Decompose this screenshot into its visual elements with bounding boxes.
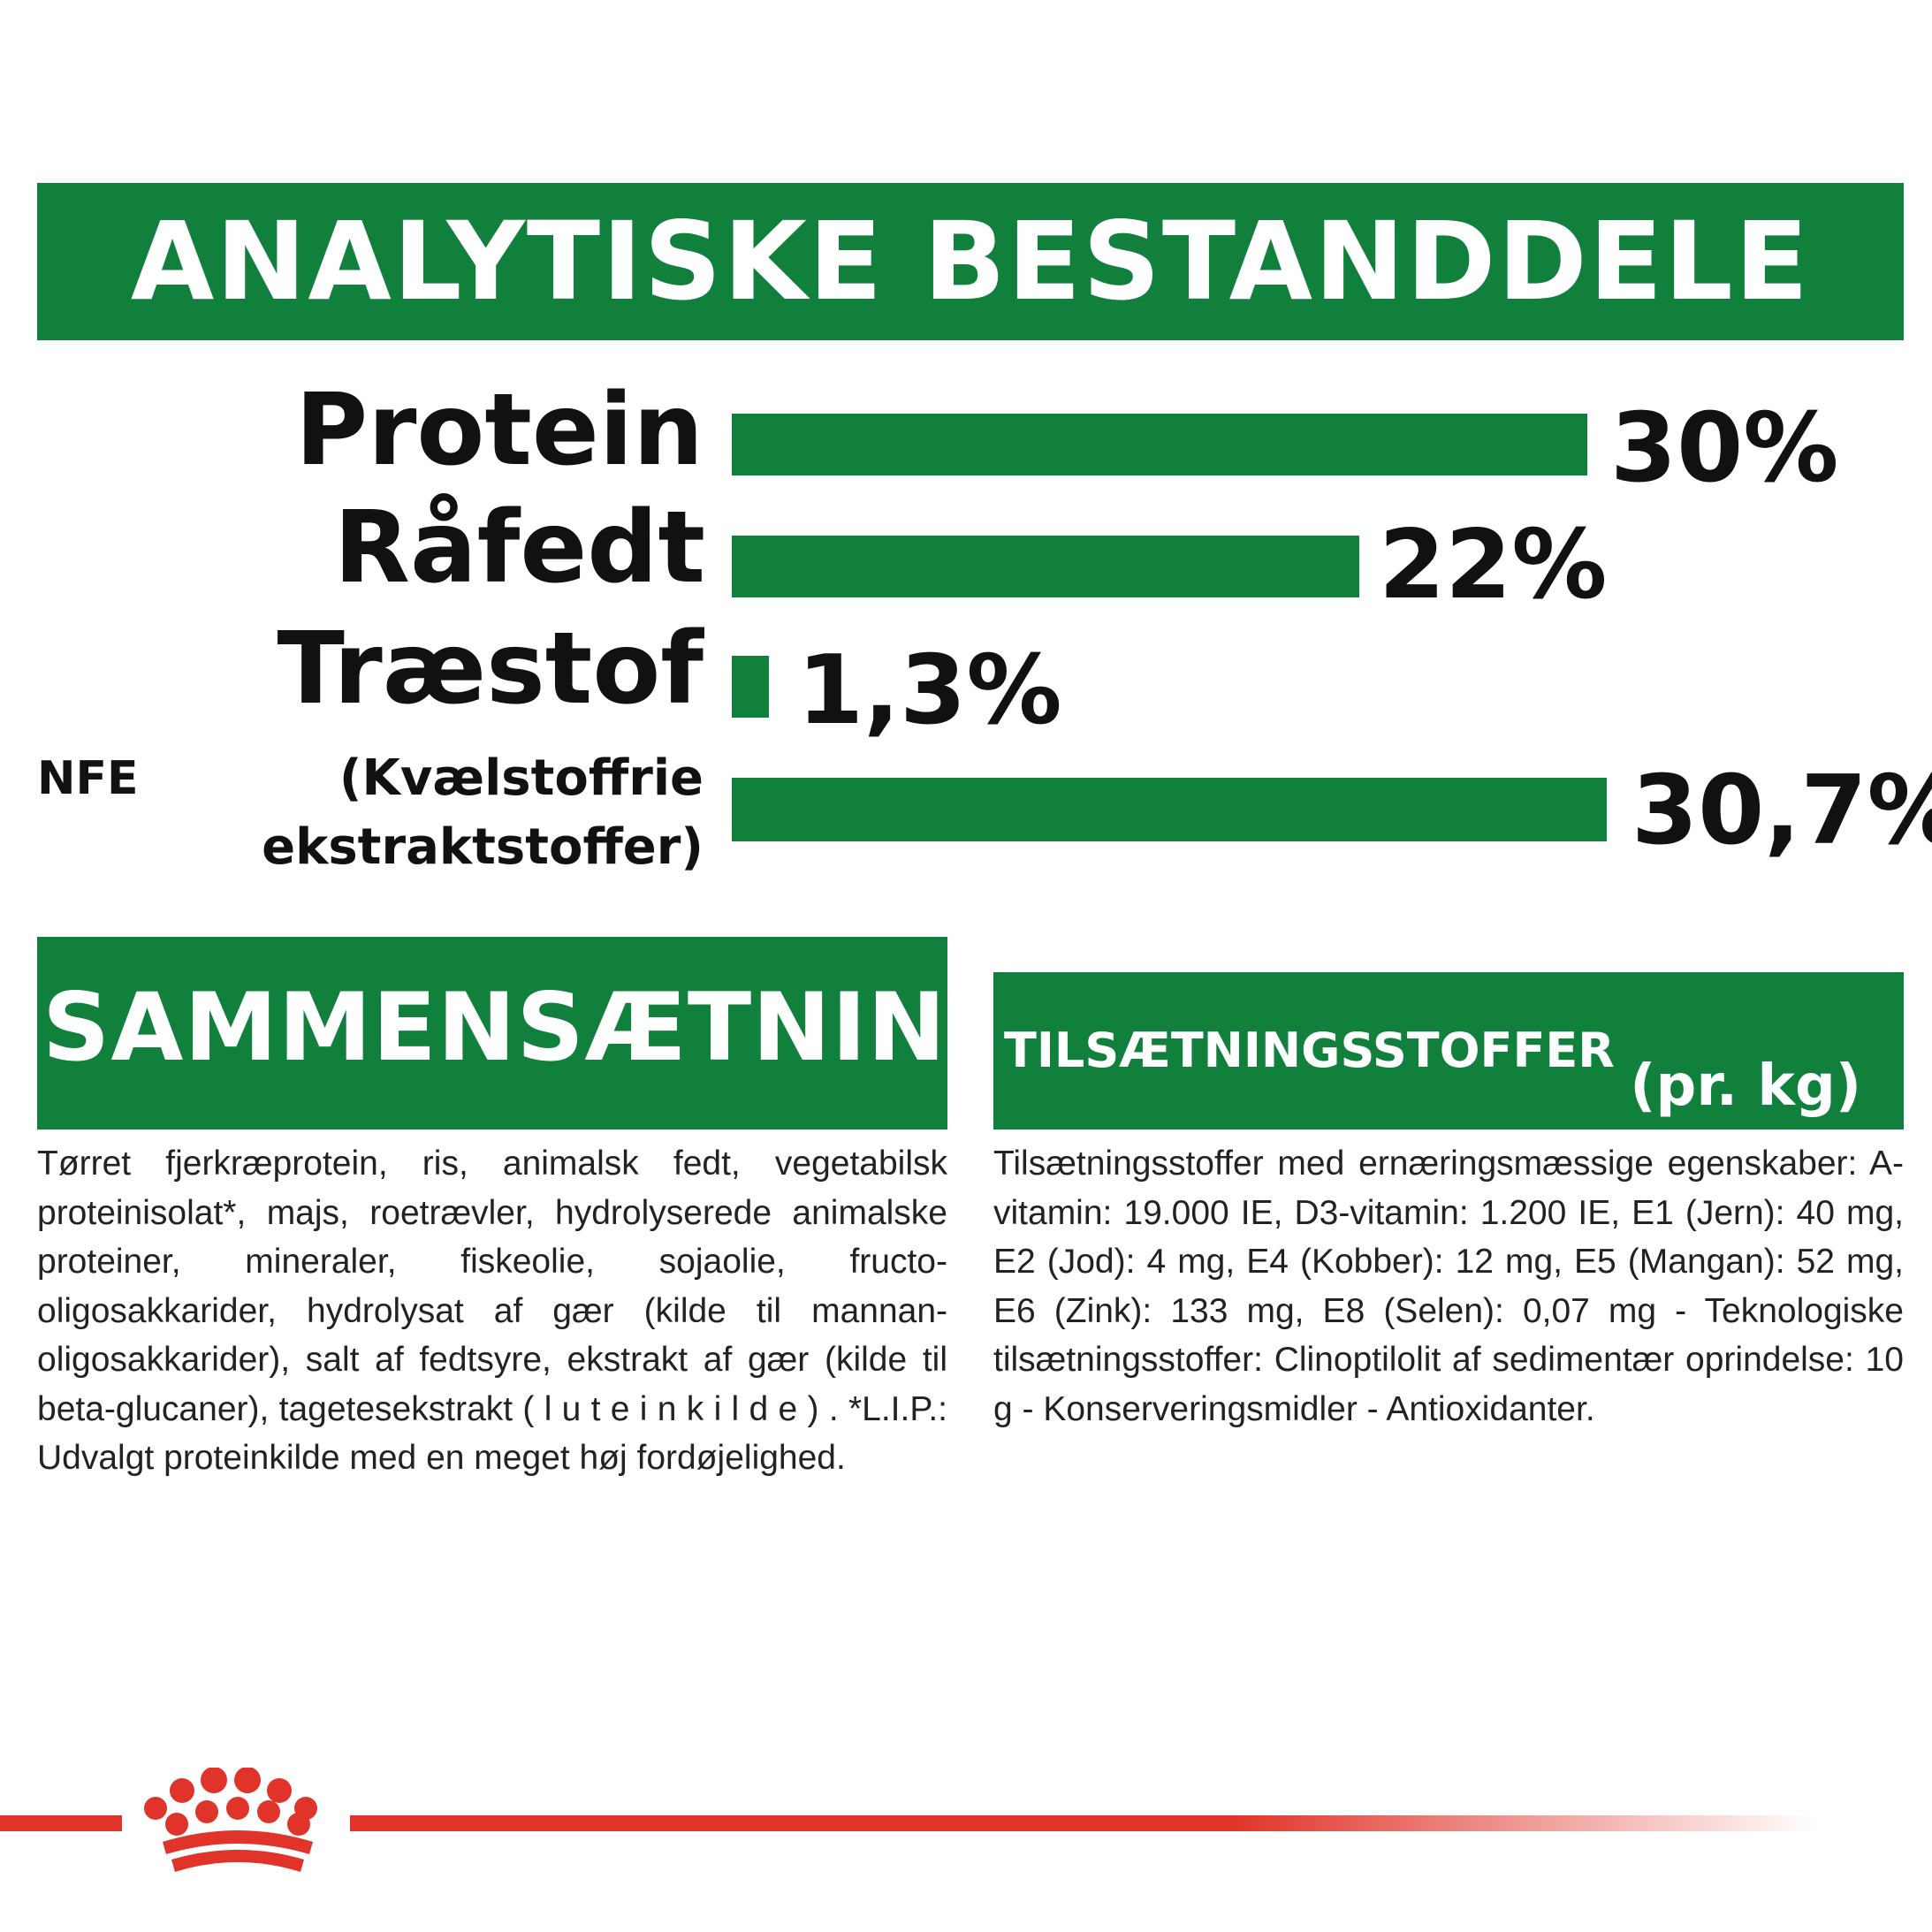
additives-text: Tilsætningsstoffer med ernæringsmæssige … — [993, 1145, 1904, 1428]
rafedt-label: Råfedt — [333, 491, 705, 605]
additives-title: TILSÆTNINGSSTOFFER — [1004, 1023, 1615, 1078]
additives-unit: (pr. kg) — [1630, 1053, 1861, 1119]
nfe-value: 30,7% — [1632, 756, 1932, 866]
composition-text: Tørret fjerkræprotein, ris, animalsk fed… — [37, 1145, 947, 1477]
composition-title: SAMMENSÆTNING — [42, 973, 1024, 1082]
traestof-label: Træstof — [277, 612, 704, 726]
nfe-abbreviation: NFE — [37, 752, 139, 805]
traestof-value: 1,3% — [797, 635, 1062, 746]
additives-banner: TILSÆTNINGSSTOFFER (pr. kg) — [993, 972, 1904, 1130]
composition-banner: SAMMENSÆTNING — [37, 937, 1023, 1130]
protein-bar — [732, 414, 1587, 475]
nfe-label-line2: ekstraktstoffer) — [262, 818, 704, 876]
protein-value: 30% — [1610, 393, 1839, 504]
footer-red-line-right — [350, 1815, 1817, 1831]
rafedt-bar — [732, 536, 1359, 597]
nfe-bar — [732, 778, 1607, 841]
rafedt-value: 22% — [1379, 510, 1608, 620]
nfe-label-line1: (Kvælstoffrie — [338, 749, 704, 807]
page-title: ANALYTISKE BESTANDDELE — [130, 199, 1811, 324]
traestof-bar — [732, 656, 769, 718]
title-banner: ANALYTISKE BESTANDDELE — [37, 183, 1904, 340]
protein-label: Protein — [295, 373, 704, 488]
royal-canin-crown-icon — [144, 1768, 317, 1872]
footer-red-line-left — [0, 1815, 122, 1831]
